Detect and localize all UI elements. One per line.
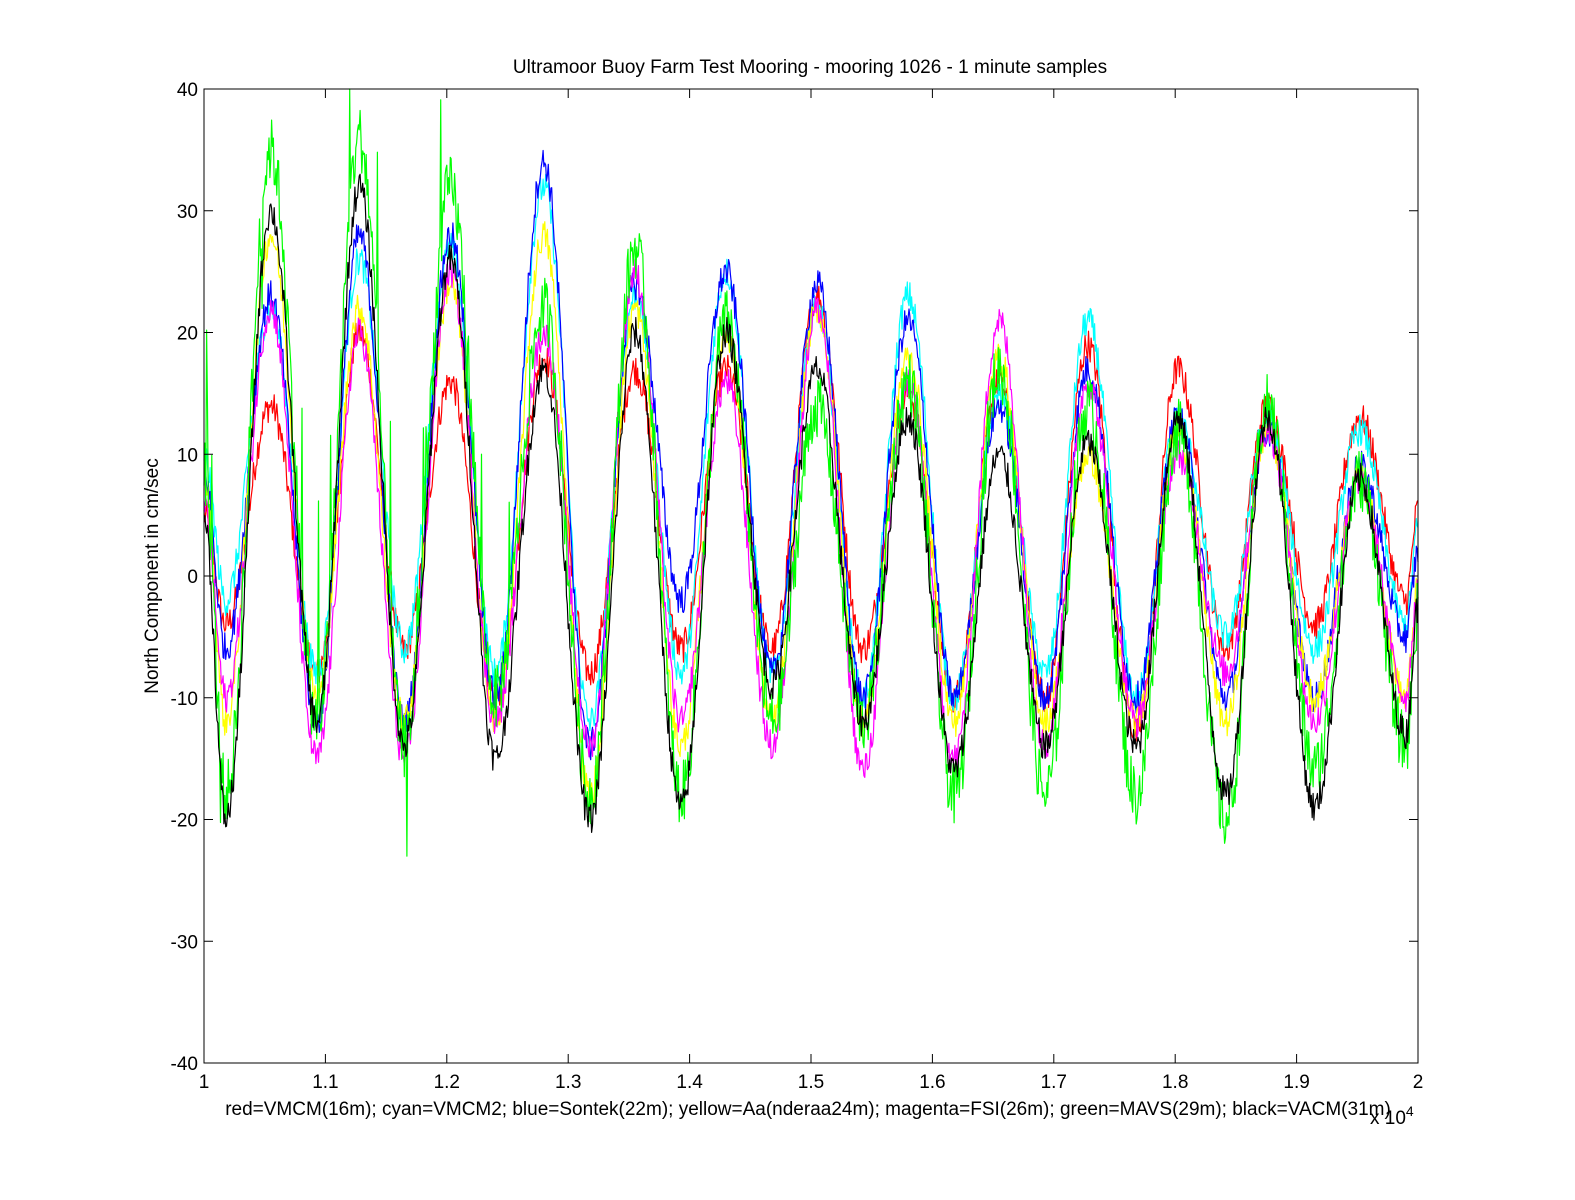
x-tick-label: 1 bbox=[199, 1072, 210, 1093]
plot-lines bbox=[203, 88, 1419, 857]
x-exponent-base: x 10 bbox=[1370, 1108, 1406, 1129]
y-tick-label: 10 bbox=[177, 445, 198, 466]
series-line-aa-nderaa24m bbox=[203, 221, 1419, 805]
y-tick-label: 20 bbox=[177, 324, 198, 345]
y-axis-label: North Component in cm/sec bbox=[142, 458, 163, 694]
x-tick-label: 1.3 bbox=[555, 1072, 581, 1093]
x-tick-label: 1.8 bbox=[1162, 1072, 1188, 1093]
y-tick-label: 0 bbox=[187, 567, 198, 588]
y-tick-label: -10 bbox=[171, 689, 198, 710]
x-tick-label: 1.4 bbox=[676, 1072, 703, 1093]
x-tick-label: 1.1 bbox=[312, 1072, 338, 1093]
chart-title: Ultramoor Buoy Farm Test Mooring - moori… bbox=[513, 57, 1107, 78]
x-axis-exponent: x 104 bbox=[1370, 1103, 1414, 1129]
axis-ticks: 1 1.1 1.2 1.3 1.4 1.5 1.6 1.7 1.8 1.9 2 40 30 20 10 0 -1… bbox=[171, 80, 1424, 1093]
x-exponent-power: 4 bbox=[1406, 1103, 1414, 1119]
series-line-vacm-31m bbox=[203, 173, 1419, 833]
x-tick-label: 1.7 bbox=[1041, 1072, 1067, 1093]
x-tick-label: 1.9 bbox=[1283, 1072, 1309, 1093]
y-tick-label: -40 bbox=[171, 1054, 198, 1075]
x-tick-label: 2 bbox=[1413, 1072, 1424, 1093]
y-tick-label: 30 bbox=[177, 202, 198, 223]
y-tick-label: -30 bbox=[171, 932, 198, 953]
y-tick-label: 40 bbox=[177, 80, 198, 101]
y-tick-label: -20 bbox=[171, 811, 198, 832]
x-axis-label: red=VMCM(16m); cyan=VMCM2; blue=Sontek(2… bbox=[225, 1099, 1391, 1120]
x-tick-label: 1.5 bbox=[798, 1072, 824, 1093]
x-tick-label: 1.2 bbox=[434, 1072, 460, 1093]
x-tick-label: 1.6 bbox=[919, 1072, 945, 1093]
